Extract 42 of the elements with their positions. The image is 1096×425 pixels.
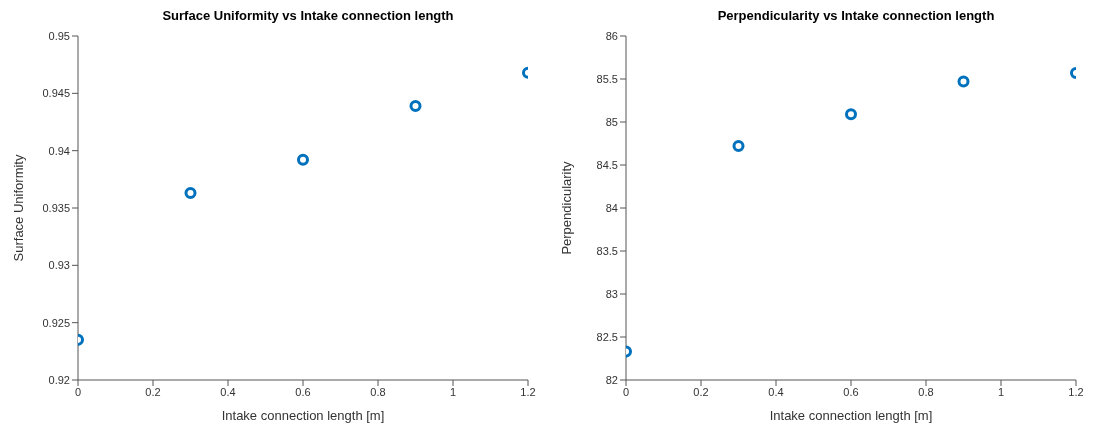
x-tick-label: 0.2 [693, 385, 709, 398]
x-tick-label: 0.8 [370, 385, 386, 398]
point [957, 75, 970, 88]
y-tick-label: 82 [605, 373, 618, 386]
y-tick-label: 83.5 [596, 244, 618, 257]
y-tick-label: 0.93 [48, 259, 70, 272]
x-tick-label: 0.4 [220, 385, 236, 398]
y-tick-label: 0.945 [42, 87, 70, 100]
x-axis-title: Intake connection length [m] [221, 408, 385, 423]
point [409, 99, 422, 112]
x-axis-title: Intake connection length [m] [769, 408, 933, 423]
y-tick-label: 83 [605, 287, 618, 300]
x-tick-label: 0 [622, 385, 630, 398]
x-tick-label: 0.2 [145, 385, 161, 398]
x-tick-label: 0.6 [843, 385, 859, 398]
y-tick-label: 84.5 [596, 158, 618, 171]
y-tick-label: 0.94 [48, 144, 70, 157]
x-tick-label: 1.2 [1068, 385, 1084, 398]
x-tick-label: 0.4 [768, 385, 784, 398]
x-tick-label: 1.2 [520, 385, 536, 398]
x-tick-label: 0 [74, 385, 82, 398]
chart-title: Perpendicularity vs Intake connection length [716, 8, 996, 25]
y-tick-label: 84 [605, 201, 618, 214]
y-tick-label: 85.5 [596, 72, 618, 85]
x-tick-label: 0.8 [918, 385, 934, 398]
y-tick-label: 0.925 [42, 316, 70, 329]
x-tick-label: 0.6 [295, 385, 311, 398]
y-axis-title: Surface Uniformity [10, 154, 26, 262]
y-tick-label: 0.92 [48, 373, 70, 386]
point [296, 153, 310, 166]
y-axis-title: Perpendicularity [558, 160, 574, 255]
y-tick-label: 86 [605, 29, 618, 42]
chart-title: Surface Uniformity vs Intake connection length [161, 8, 455, 25]
point [732, 140, 745, 153]
y-tick-label: 82.5 [596, 330, 618, 343]
point [844, 108, 858, 121]
y-tick-label: 85 [605, 115, 618, 128]
x-tick-label: 1 [449, 385, 457, 398]
y-tick-label: 0.935 [42, 201, 70, 214]
y-tick-label: 0.95 [48, 29, 70, 42]
x-tick-label: 1 [997, 385, 1005, 398]
point [184, 187, 197, 200]
